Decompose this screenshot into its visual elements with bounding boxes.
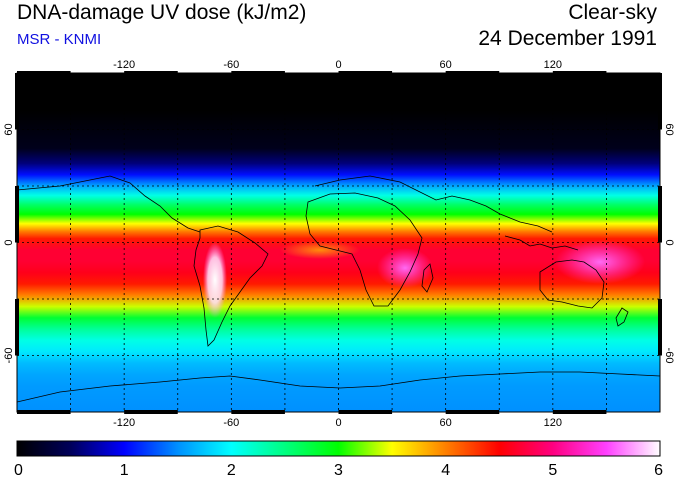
lon-tick-label-top: -120 xyxy=(113,59,135,71)
frame-bar-horizontal xyxy=(552,71,607,75)
lat-tick-label-right: 0 xyxy=(663,239,675,245)
map-frame-bars xyxy=(15,71,662,414)
map-tick-labels: -120 -120 -60 -60 0 0 60 60 120 120 60 60 0 0 -60 -60 xyxy=(3,59,675,429)
frame-bar-vertical xyxy=(658,299,662,356)
coast-europe-asia xyxy=(314,175,553,233)
pacific-hotspot xyxy=(555,240,645,284)
lat-tick-label-left: 60 xyxy=(3,123,15,135)
frame-bar-horizontal xyxy=(445,71,500,75)
frame-bar-horizontal xyxy=(338,410,393,414)
colorbar-tick-label: 6 xyxy=(654,462,663,479)
lon-tick-label-bottom: -60 xyxy=(223,417,239,429)
frame-bar-vertical xyxy=(15,186,19,243)
frame-bar-horizontal xyxy=(231,410,285,414)
graticule xyxy=(17,73,660,412)
frame-bar-horizontal xyxy=(552,410,607,414)
colorbar-tick-label: 4 xyxy=(441,462,450,479)
map-title: DNA-damage UV dose (kJ/m2) xyxy=(17,1,307,24)
coast-south-america xyxy=(193,225,269,347)
colorbar-tick-label: 1 xyxy=(120,462,129,479)
coast-north-america xyxy=(17,175,201,233)
frame-bar-vertical xyxy=(658,73,662,130)
frame-bar-vertical xyxy=(15,73,19,130)
lon-tick-label-bottom: 60 xyxy=(440,417,452,429)
colorbar-tick-label: 2 xyxy=(227,462,236,479)
colorbar-tick-label: 3 xyxy=(334,462,343,479)
frame-bar-horizontal xyxy=(124,71,178,75)
lon-tick-label-top: 60 xyxy=(440,59,452,71)
coastlines xyxy=(17,175,660,403)
coast-madagascar xyxy=(421,263,434,293)
coast-antarctica xyxy=(17,371,660,403)
frame-bar-horizontal xyxy=(124,410,178,414)
lon-tick-label-top: 0 xyxy=(335,59,341,71)
lon-tick-label-top: -60 xyxy=(223,59,239,71)
source-label: MSR - KNMI xyxy=(17,31,102,48)
andes-hotspot xyxy=(203,242,227,318)
colorbar-tick-label: 0 xyxy=(14,462,23,479)
coast-australia xyxy=(539,259,605,309)
coast-new-zealand xyxy=(615,307,629,327)
coast-africa xyxy=(305,192,423,307)
colorbar-tick-label: 5 xyxy=(548,462,557,479)
lon-tick-label-bottom: -120 xyxy=(113,417,135,429)
frame-bar-horizontal xyxy=(17,410,71,414)
atlantic-cloud-band xyxy=(280,241,360,259)
lat-tick-label-right: 60 xyxy=(663,123,675,135)
colorbar xyxy=(16,440,661,457)
frame-bar-vertical xyxy=(658,186,662,243)
date-label: 24 December 1991 xyxy=(478,27,657,50)
lon-tick-label-top: 120 xyxy=(544,59,562,71)
frame-bar-horizontal xyxy=(17,71,71,75)
lat-tick-label-left: 0 xyxy=(3,239,15,245)
frame-bar-horizontal xyxy=(231,71,285,75)
lon-tick-label-bottom: 0 xyxy=(335,417,341,429)
frame-bar-horizontal xyxy=(338,71,393,75)
frame-bar-horizontal xyxy=(445,410,500,414)
frame-bar-vertical xyxy=(15,299,19,356)
coast-indonesia xyxy=(504,235,579,251)
lat-tick-label-left: -60 xyxy=(3,348,15,364)
colorbar-tick-labels: 0 1 2 3 4 5 6 xyxy=(14,462,663,479)
africa-hotspot xyxy=(377,248,433,288)
lat-tick-label-right: -60 xyxy=(663,348,675,364)
lon-tick-label-bottom: 120 xyxy=(544,417,562,429)
sky-condition-label: Clear-sky xyxy=(568,1,657,24)
